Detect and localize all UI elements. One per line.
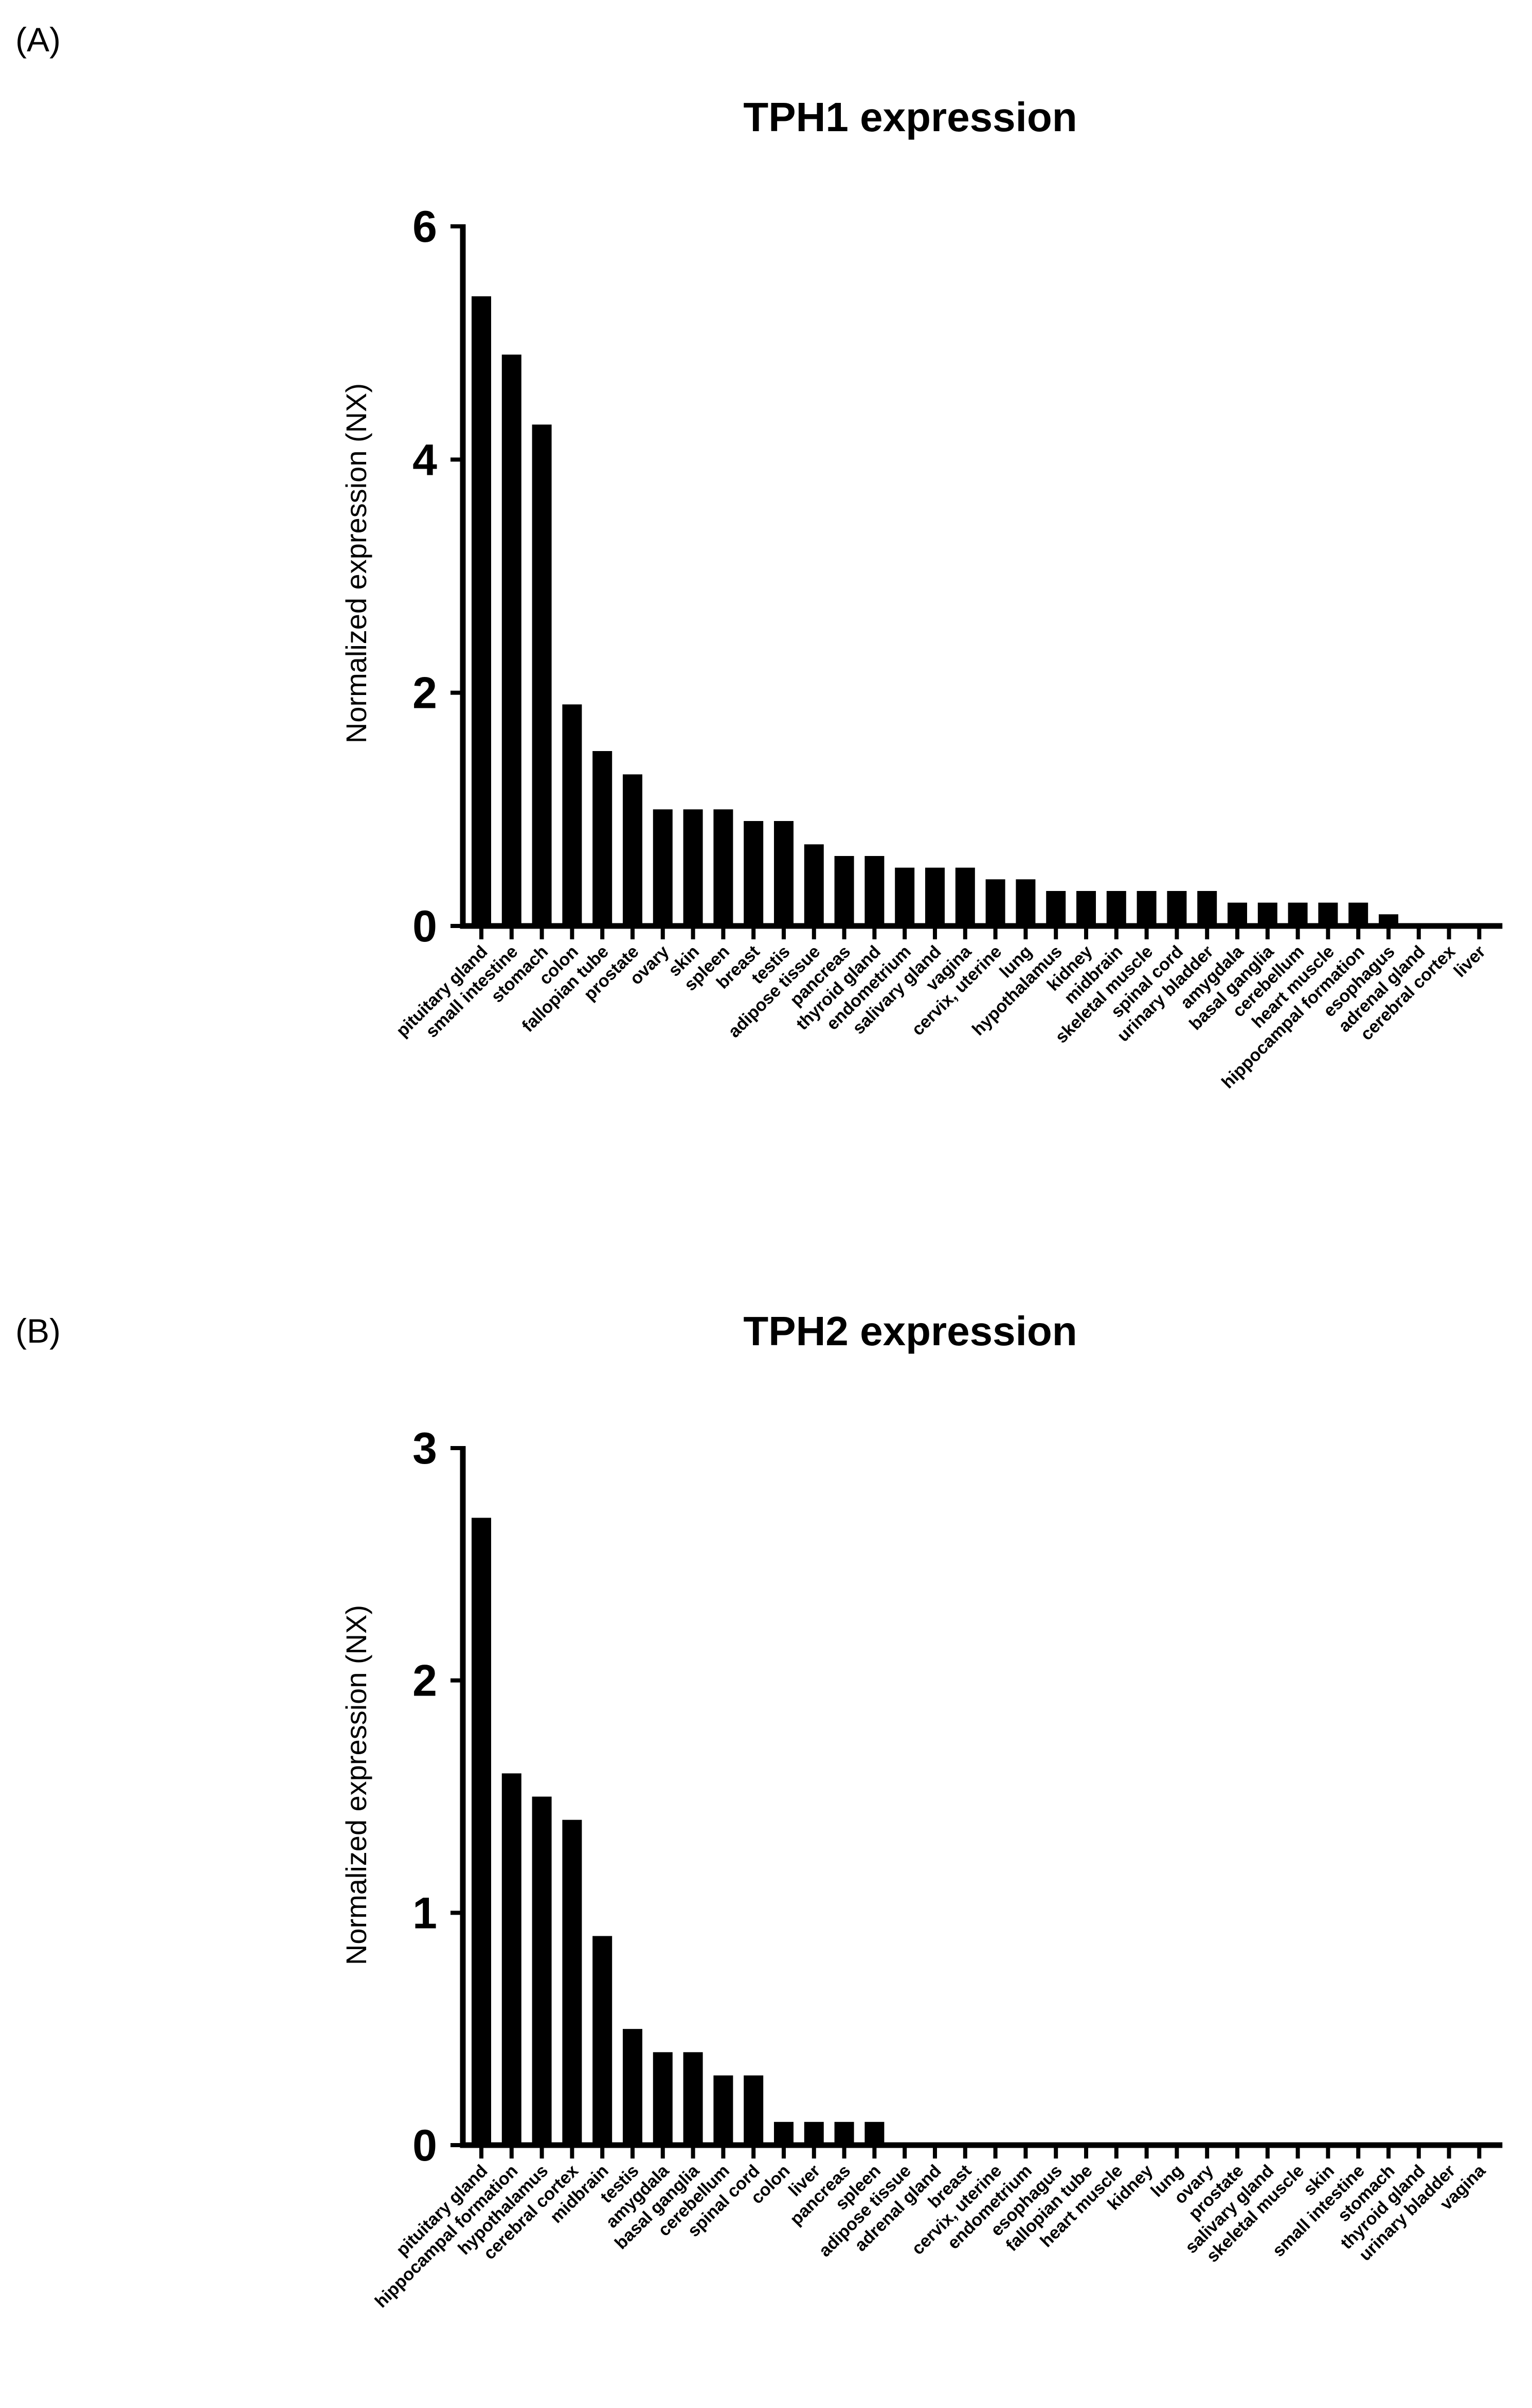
- bar: [713, 2075, 733, 2145]
- panel-b-label: (B): [15, 1312, 61, 1350]
- y-tick-label: 2: [412, 1656, 437, 1706]
- bar: [1106, 891, 1126, 926]
- y-tick-label: 6: [412, 202, 437, 252]
- bar: [592, 1936, 612, 2145]
- panel-a-y-axis-label: Normalized expression (NX): [340, 383, 372, 743]
- bar: [1167, 891, 1187, 926]
- panel-b-title: TPH2 expression: [743, 1308, 1077, 1354]
- bar: [592, 751, 612, 926]
- bar: [864, 2121, 885, 2145]
- bar: [834, 856, 854, 926]
- bar: [804, 2121, 824, 2145]
- bar: [532, 1796, 552, 2145]
- bar: [744, 2075, 764, 2145]
- y-tick-label: 2: [412, 669, 437, 718]
- bar: [653, 809, 673, 926]
- panel-a-y-ticks: 0 2 4 6: [412, 202, 463, 951]
- bar: [864, 856, 885, 926]
- bar: [985, 879, 1005, 926]
- bar: [653, 2052, 673, 2145]
- bar: [472, 1518, 491, 2145]
- bar: [1318, 902, 1338, 926]
- bar: [955, 867, 975, 926]
- bar: [532, 424, 552, 926]
- bar: [834, 2121, 854, 2145]
- bar: [683, 809, 703, 926]
- panel-a-title: TPH1 expression: [743, 94, 1077, 140]
- bar: [925, 867, 945, 926]
- bar: [1348, 902, 1368, 926]
- bar: [501, 354, 521, 926]
- bar: [1046, 891, 1066, 926]
- bar: [562, 704, 582, 926]
- panel-a-label: (A): [15, 21, 61, 59]
- y-tick-label: 0: [412, 2121, 437, 2170]
- bar: [1076, 891, 1096, 926]
- bar: [744, 821, 764, 926]
- y-tick-label: 0: [412, 902, 437, 951]
- y-tick-label: 4: [412, 435, 437, 485]
- x-tick-label: liver: [1450, 942, 1489, 981]
- bar: [1257, 902, 1277, 926]
- bar: [804, 844, 824, 926]
- y-tick-label: 3: [412, 1424, 437, 1473]
- bar: [895, 867, 915, 926]
- panel-a-chart: (A) TPH1 expression Normalized expressio…: [15, 21, 1503, 1092]
- panel-a-axes: [460, 224, 1503, 929]
- bar: [1197, 891, 1217, 926]
- bar: [562, 1820, 582, 2145]
- panel-a-bars: [472, 296, 1398, 926]
- bar: [1137, 891, 1157, 926]
- bar: [623, 774, 642, 926]
- bar: [501, 1773, 521, 2145]
- bar: [713, 809, 733, 926]
- panel-b-y-ticks: 0 1 2 3: [412, 1424, 463, 2170]
- bar: [683, 2052, 703, 2145]
- panel-b-chart: (B) TPH2 expression Normalized expressio…: [15, 1308, 1503, 2311]
- bar: [1379, 914, 1398, 926]
- y-tick-label: 1: [412, 1888, 437, 1938]
- panel-b-y-axis-label: Normalized expression (NX): [340, 1605, 372, 1965]
- panel-b-bars: [472, 1518, 885, 2145]
- bar: [774, 2121, 794, 2145]
- panel-b-axes: [460, 1446, 1503, 2148]
- bar: [623, 2029, 642, 2145]
- bar: [1288, 902, 1308, 926]
- bar: [774, 821, 794, 926]
- bar: [1228, 902, 1247, 926]
- bar: [472, 296, 491, 926]
- bar: [1016, 879, 1036, 926]
